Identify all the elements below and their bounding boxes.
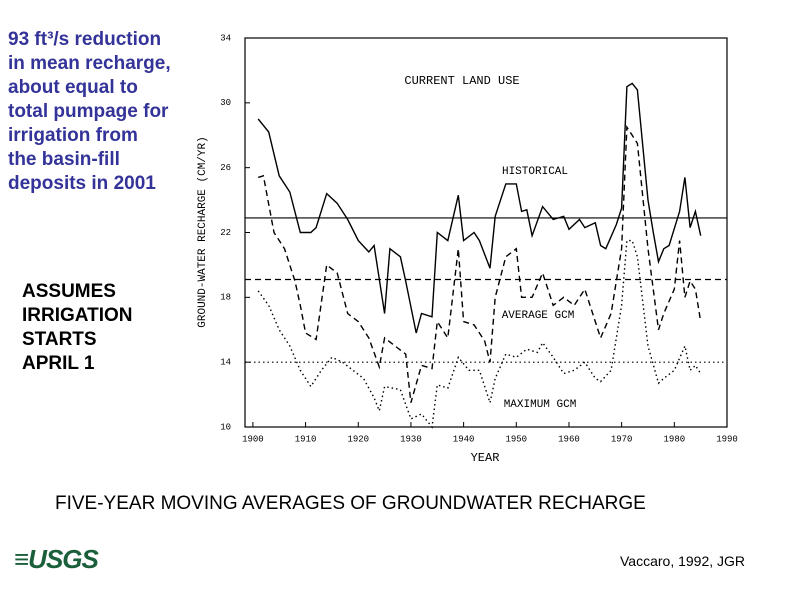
x-tick-label: 1920 [347,434,369,444]
note-line: deposits in 2001 [8,173,156,194]
y-tick-label: 18 [220,293,231,303]
assumption-line: IRRIGATION [22,305,133,326]
assumption-line: ASSUMES [22,281,116,302]
assumption: ASSUMES IRRIGATION STARTS APRIL 1 [22,280,132,376]
series-label: MAXIMUM GCM [504,399,577,411]
series-line [257,82,702,334]
citation: Vaccaro, 1992, JGR [620,553,746,569]
note-line: in mean recharge, [8,53,171,74]
caption: FIVE-YEAR MOVING AVERAGES OF GROUNDWATER… [55,493,646,514]
y-tick-label: 10 [220,422,231,432]
x-tick-label: 1940 [453,434,475,444]
y-tick-label: 26 [220,163,231,173]
logo: ≡USGS [14,544,99,574]
note-line: the basin-fill [8,149,120,170]
note-line: about equal to [8,77,138,98]
y-axis-label: GROUND-WATER RECHARGE (CM/YR) [197,136,209,327]
y-tick-label: 34 [220,33,231,43]
x-tick-label: 1980 [664,434,686,444]
series-label: AVERAGE GCM [502,310,575,322]
x-tick-label: 1960 [558,434,580,444]
y-tick-label: 30 [220,98,231,108]
x-tick-label: 1930 [400,434,422,444]
assumption-line: APRIL 1 [22,353,95,374]
x-tick-label: 1970 [611,434,633,444]
y-tick-label: 14 [220,358,231,368]
x-tick-label: 1900 [242,434,264,444]
x-tick-label: 1910 [295,434,317,444]
note: 93 ft³/s reduction in mean recharge, abo… [8,28,171,196]
x-axis-label: YEAR [471,451,500,465]
assumption-line: STARTS [22,329,97,350]
x-tick-label: 1990 [716,434,738,444]
chart-title: CURRENT LAND USE [404,74,519,88]
note-line: irrigation from [8,125,138,146]
note-line: total pumpage for [8,101,169,122]
series-line [257,124,702,403]
plot-frame [244,37,728,428]
series-label: HISTORICAL [502,166,568,178]
chart: YEAR GROUND-WATER RECHARGE (CM/YR) CURRE… [197,33,738,465]
y-tick-label: 22 [220,228,231,238]
x-tick-label: 1950 [505,434,527,444]
note-line: 93 ft³/s reduction [8,29,162,50]
